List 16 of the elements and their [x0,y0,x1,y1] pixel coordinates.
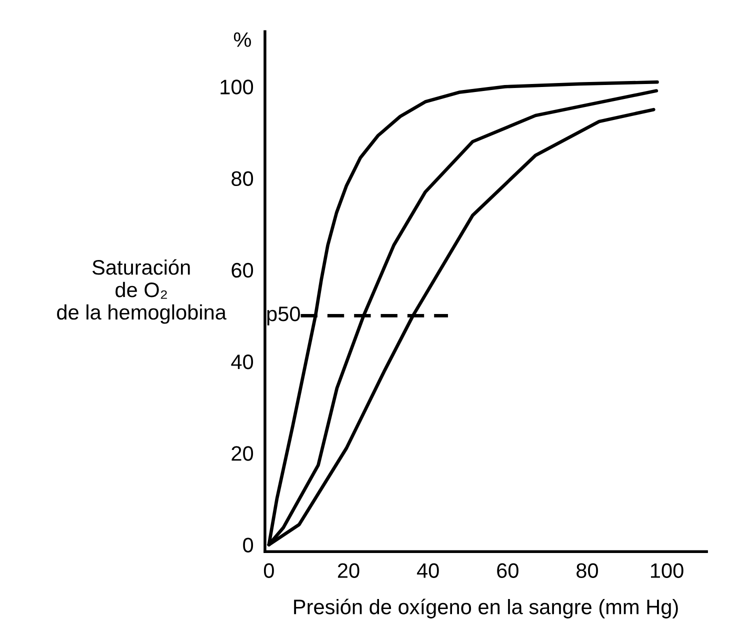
x-tick-label: 20 [338,563,360,578]
y-tick-label: 80 [232,171,254,186]
x-tick-label: 80 [576,563,598,578]
y-tick-label: 60 [232,262,254,278]
annotation: p50 [267,306,300,326]
x-tick-label: 60 [497,563,518,578]
x-tick-label: 100 [650,563,684,578]
y-tick-label: 100 [220,80,254,94]
x-tick-label: 0 [264,563,274,578]
y-tick-label: 40 [231,354,254,370]
x-tick-label: 40 [416,563,439,578]
y-axis-title: Saturación de O₂ de la hemoglobina [57,259,226,324]
y-tick-label: 0 [243,538,254,552]
text: % [234,32,251,47]
y-tick-label: 20 [232,446,254,461]
x-axis-title: Presión de oxígeno en la sangre (mm Hg) [294,598,678,618]
